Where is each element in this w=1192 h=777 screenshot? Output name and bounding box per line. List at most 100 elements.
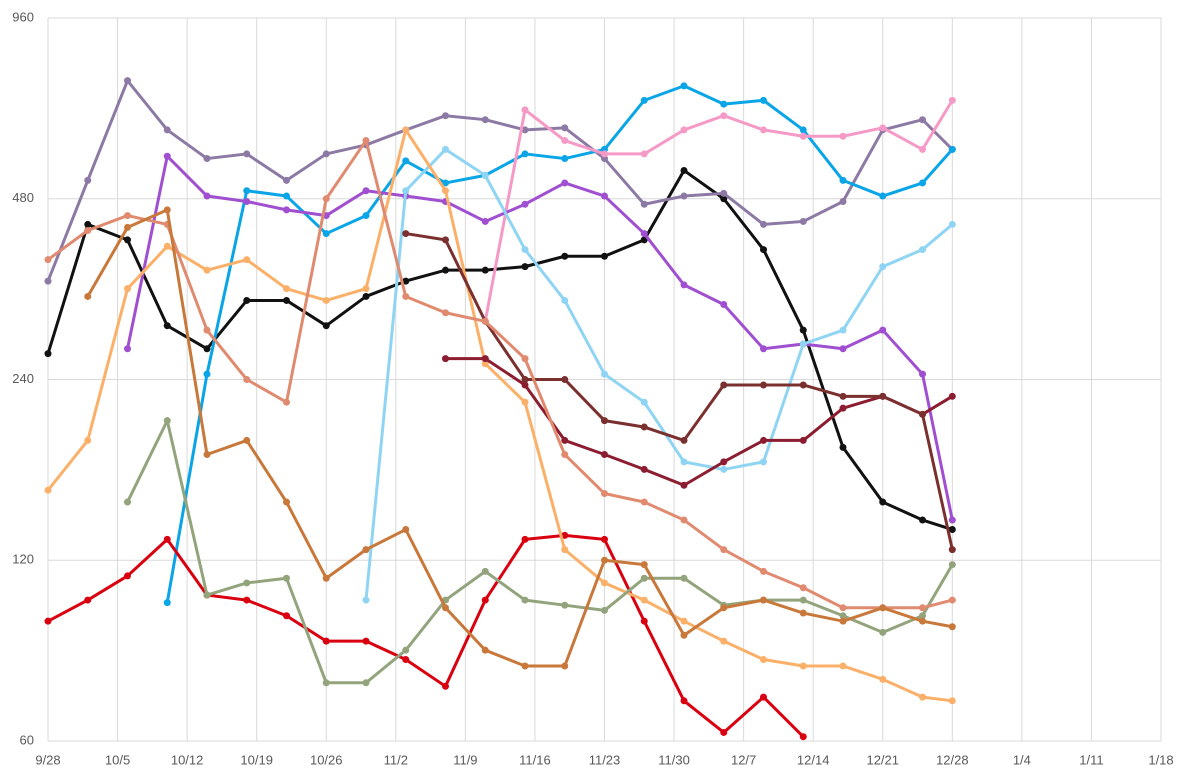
data-point <box>124 345 131 353</box>
series-line <box>364 147 954 601</box>
data-point <box>799 609 807 617</box>
data-point <box>948 623 956 631</box>
data-point <box>601 370 608 378</box>
x-tick-label: 9/28 <box>35 752 60 767</box>
data-point <box>879 392 887 400</box>
x-tick-label: 11/16 <box>519 752 551 767</box>
data-point <box>799 733 807 741</box>
data-point <box>919 370 926 378</box>
data-point <box>879 192 887 200</box>
data-point <box>760 567 767 575</box>
data-point <box>44 256 52 264</box>
data-point <box>481 116 489 124</box>
data-point <box>879 263 887 271</box>
data-point <box>948 516 956 524</box>
data-point <box>760 458 767 466</box>
data-point <box>243 256 251 264</box>
data-point <box>481 646 489 654</box>
data-point <box>760 436 767 444</box>
data-point <box>521 355 529 363</box>
data-point <box>322 230 330 238</box>
data-point <box>561 546 569 554</box>
x-tick-label: 1/11 <box>1079 752 1103 767</box>
data-point <box>680 458 688 466</box>
data-point <box>283 398 290 406</box>
data-point <box>561 155 569 163</box>
data-point <box>283 296 290 304</box>
data-point <box>203 370 211 378</box>
data-point <box>322 679 330 687</box>
data-point <box>720 637 728 645</box>
data-point <box>442 236 449 244</box>
data-point <box>760 126 767 134</box>
x-tick-label: 12/7 <box>731 752 756 767</box>
data-point <box>521 263 529 271</box>
data-point <box>760 596 767 604</box>
data-point <box>561 531 569 539</box>
data-point <box>919 612 926 620</box>
data-point <box>442 145 449 153</box>
series-line <box>46 79 954 282</box>
data-point <box>948 596 956 604</box>
data-point <box>839 404 847 412</box>
data-point <box>163 417 171 425</box>
series-line <box>165 84 954 603</box>
series-line <box>46 128 953 703</box>
data-point <box>760 220 767 228</box>
data-point <box>362 137 370 145</box>
data-point <box>919 116 926 124</box>
data-point <box>948 546 956 554</box>
data-point <box>521 246 529 254</box>
data-point <box>84 226 92 234</box>
x-tick-label: 12/14 <box>797 752 830 767</box>
data-point <box>521 126 529 134</box>
data-point <box>243 187 251 195</box>
data-point <box>362 292 370 300</box>
data-point <box>243 436 251 444</box>
data-point <box>839 392 847 400</box>
data-point <box>839 604 847 612</box>
data-point <box>680 126 688 134</box>
data-point <box>680 631 688 639</box>
data-point <box>601 556 608 564</box>
data-point <box>720 604 728 612</box>
data-point <box>680 82 688 90</box>
data-point <box>839 176 847 184</box>
data-point <box>919 145 926 153</box>
data-point <box>680 166 688 174</box>
data-point <box>124 77 131 85</box>
x-tick-label: 1/4 <box>1013 752 1031 767</box>
data-point <box>601 579 608 587</box>
data-point <box>442 179 449 187</box>
data-point <box>124 572 131 580</box>
data-point <box>948 392 956 400</box>
data-point <box>760 246 767 254</box>
data-point <box>680 697 688 705</box>
data-point <box>203 266 211 274</box>
data-point <box>680 281 688 289</box>
data-point <box>124 223 131 231</box>
data-point <box>84 436 92 444</box>
data-point <box>839 197 847 205</box>
data-point <box>481 266 489 274</box>
data-point <box>481 217 489 225</box>
data-point <box>362 285 370 293</box>
series-line <box>47 139 953 610</box>
data-point <box>481 360 489 368</box>
data-point <box>799 584 807 592</box>
data-point <box>561 137 569 145</box>
data-point <box>481 171 489 179</box>
x-tick-label: 12/28 <box>936 752 969 767</box>
data-point <box>203 326 211 334</box>
data-point <box>799 217 807 225</box>
data-point <box>283 192 290 200</box>
data-point <box>948 220 956 228</box>
data-point <box>720 728 728 736</box>
data-point <box>521 662 529 670</box>
data-point <box>919 617 926 625</box>
data-point <box>720 546 728 554</box>
x-tick-label: 12/21 <box>866 752 899 767</box>
data-point <box>362 637 370 645</box>
